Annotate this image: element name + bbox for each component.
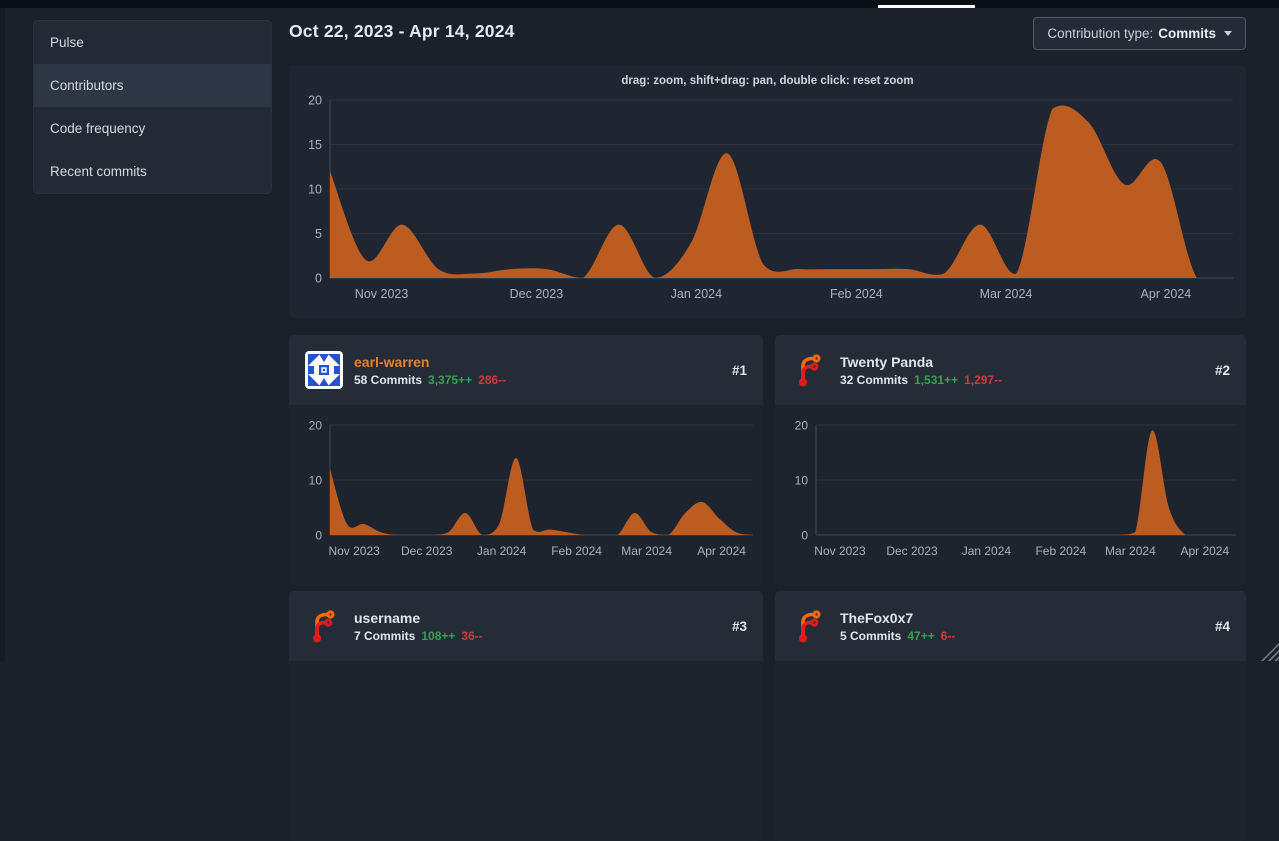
contributor-card-4-header: TheFox0x7 5 Commits 47++ 6-- #4 (775, 591, 1246, 661)
svg-text:Mar 2024: Mar 2024 (980, 287, 1033, 301)
chart-hint-text: drag: zoom, shift+drag: pan, double clic… (621, 75, 914, 87)
avatar[interactable] (305, 351, 343, 389)
rank-badge: #4 (1214, 618, 1230, 634)
svg-text:10: 10 (308, 183, 322, 197)
svg-text:Mar 2024: Mar 2024 (621, 544, 672, 558)
contributor-card-4: TheFox0x7 5 Commits 47++ 6-- #4 (775, 591, 1246, 841)
svg-text:Feb 2024: Feb 2024 (551, 544, 602, 558)
forgejo-logo-icon (312, 610, 335, 643)
contributor-card-1: earl-warren 58 Commits 3,375++ 286-- #1 … (289, 335, 763, 585)
deletions-count: 286-- (478, 372, 507, 387)
avatar[interactable] (791, 607, 829, 645)
rank-badge: #3 (731, 618, 747, 634)
overall-contributions-chart[interactable]: 0 5 10 15 20 Nov 2023 Dec 2023 Jan 2024 Feb 2024… (289, 65, 1246, 318)
forgejo-logo-icon (798, 354, 821, 387)
identicon-avatar-icon (305, 351, 343, 389)
contributor-card-2-header: Twenty Panda 32 Commits 1,531++ 1,297-- … (775, 335, 1246, 405)
contribution-type-dropdown[interactable]: Contribution type: Commits (1033, 17, 1246, 50)
contributor-name-link[interactable]: username (354, 609, 421, 626)
sidebar-item-recent-commits[interactable]: Recent commits (50, 164, 147, 179)
svg-text:Apr 2024: Apr 2024 (1141, 287, 1192, 301)
activity-sidebar-menu: Pulse Contributors Code frequency Recent… (33, 20, 272, 194)
contributor-stats: 7 Commits 108++ 36-- (354, 629, 483, 643)
svg-text:Dec 2023: Dec 2023 (510, 287, 564, 301)
contributor-card-3-header: username 7 Commits 108++ 36-- #3 (289, 591, 763, 661)
contributor-card-1-header: earl-warren 58 Commits 3,375++ 286-- #1 (289, 335, 763, 405)
svg-text:Nov 2023: Nov 2023 (328, 544, 380, 558)
sidebar-item-contributors[interactable]: Contributors (34, 64, 271, 107)
svg-text:5: 5 (315, 227, 322, 241)
contributor-card-2: Twenty Panda 32 Commits 1,531++ 1,297-- … (775, 335, 1246, 585)
svg-text:Nov 2023: Nov 2023 (355, 287, 409, 301)
contributor-stats: 5 Commits 47++ 6-- (840, 629, 955, 643)
deletions-count: 1,297-- (964, 372, 1003, 387)
commit-count: 7 Commits (354, 628, 416, 643)
contributor-2-chart[interactable]: 0 10 20 Nov 2023 Dec 2023 Jan 2024 Feb 2024 Mar… (775, 405, 1246, 585)
svg-text:15: 15 (308, 138, 322, 152)
commit-count: 5 Commits (840, 628, 902, 643)
contributor-identity: username 7 Commits 108++ 36-- (354, 610, 483, 643)
left-edge-shadow (0, 8, 5, 661)
top-navbar (0, 0, 1279, 8)
svg-text:Jan 2024: Jan 2024 (962, 544, 1012, 558)
contributor-stats: 58 Commits 3,375++ 286-- (354, 373, 506, 387)
svg-text:Feb 2024: Feb 2024 (830, 287, 883, 301)
svg-text:Dec 2023: Dec 2023 (886, 544, 938, 558)
svg-text:10: 10 (309, 474, 323, 488)
contributor-name-link[interactable]: Twenty Panda (840, 353, 934, 370)
svg-text:20: 20 (795, 419, 809, 433)
date-range-heading: Oct 22, 2023 - Apr 14, 2024 (289, 21, 515, 41)
commit-count: 58 Commits (354, 372, 423, 387)
svg-text:Jan 2024: Jan 2024 (671, 287, 722, 301)
avatar[interactable] (305, 607, 343, 645)
svg-text:20: 20 (309, 419, 323, 433)
avatar[interactable] (791, 351, 829, 389)
contributor-name-link[interactable]: TheFox0x7 (840, 609, 914, 626)
sidebar-item-pulse[interactable]: Pulse (50, 35, 84, 50)
svg-text:Apr 2024: Apr 2024 (1180, 544, 1229, 558)
contributor-name-link[interactable]: earl-warren (354, 353, 430, 370)
svg-text:Dec 2023: Dec 2023 (401, 544, 453, 558)
caret-down-icon (1224, 31, 1232, 36)
deletions-count: 36-- (461, 628, 483, 643)
additions-count: 47++ (907, 628, 935, 643)
forgejo-logo-icon (798, 610, 821, 643)
svg-text:10: 10 (795, 474, 809, 488)
svg-text:Apr 2024: Apr 2024 (697, 544, 746, 558)
svg-text:Nov 2023: Nov 2023 (814, 544, 866, 558)
contributor-identity: TheFox0x7 5 Commits 47++ 6-- (840, 610, 955, 643)
additions-count: 1,531++ (914, 372, 959, 387)
rank-badge: #1 (731, 362, 747, 378)
svg-text:20: 20 (308, 94, 322, 108)
svg-text:Jan 2024: Jan 2024 (477, 544, 527, 558)
contribution-type-label: Contribution type: (1047, 26, 1154, 41)
contributor-1-chart[interactable]: 0 10 20 Nov 2023 Dec 2023 Jan 2024 Feb 2024 Mar… (289, 405, 763, 585)
svg-text:Mar 2024: Mar 2024 (1105, 544, 1156, 558)
contribution-type-value: Commits (1158, 26, 1216, 41)
deletions-count: 6-- (940, 628, 956, 643)
contributor-card-3: username 7 Commits 108++ 36-- #3 (289, 591, 763, 841)
active-tab-underline (878, 5, 975, 8)
rank-badge: #2 (1214, 362, 1230, 378)
overall-contributions-panel: drag: zoom, shift+drag: pan, double clic… (289, 65, 1246, 318)
additions-count: 108++ (421, 628, 456, 643)
additions-count: 3,375++ (428, 372, 473, 387)
contributor-1-chart-area: 0 10 20 Nov 2023 Dec 2023 Jan 2024 Feb 2024 Mar… (289, 405, 763, 585)
svg-text:Feb 2024: Feb 2024 (1035, 544, 1086, 558)
contributor-identity: earl-warren 58 Commits 3,375++ 286-- (354, 354, 506, 387)
resize-grip-icon (1261, 643, 1279, 661)
commit-count: 32 Commits (840, 372, 909, 387)
contributor-identity: Twenty Panda 32 Commits 1,531++ 1,297-- (840, 354, 1002, 387)
sidebar-item-code-frequency[interactable]: Code frequency (50, 121, 146, 136)
contributor-stats: 32 Commits 1,531++ 1,297-- (840, 373, 1002, 387)
contributor-2-chart-area: 0 10 20 Nov 2023 Dec 2023 Jan 2024 Feb 2024 Mar… (775, 405, 1246, 585)
svg-text:0: 0 (801, 529, 808, 543)
svg-text:0: 0 (315, 272, 322, 286)
svg-text:0: 0 (315, 529, 322, 543)
